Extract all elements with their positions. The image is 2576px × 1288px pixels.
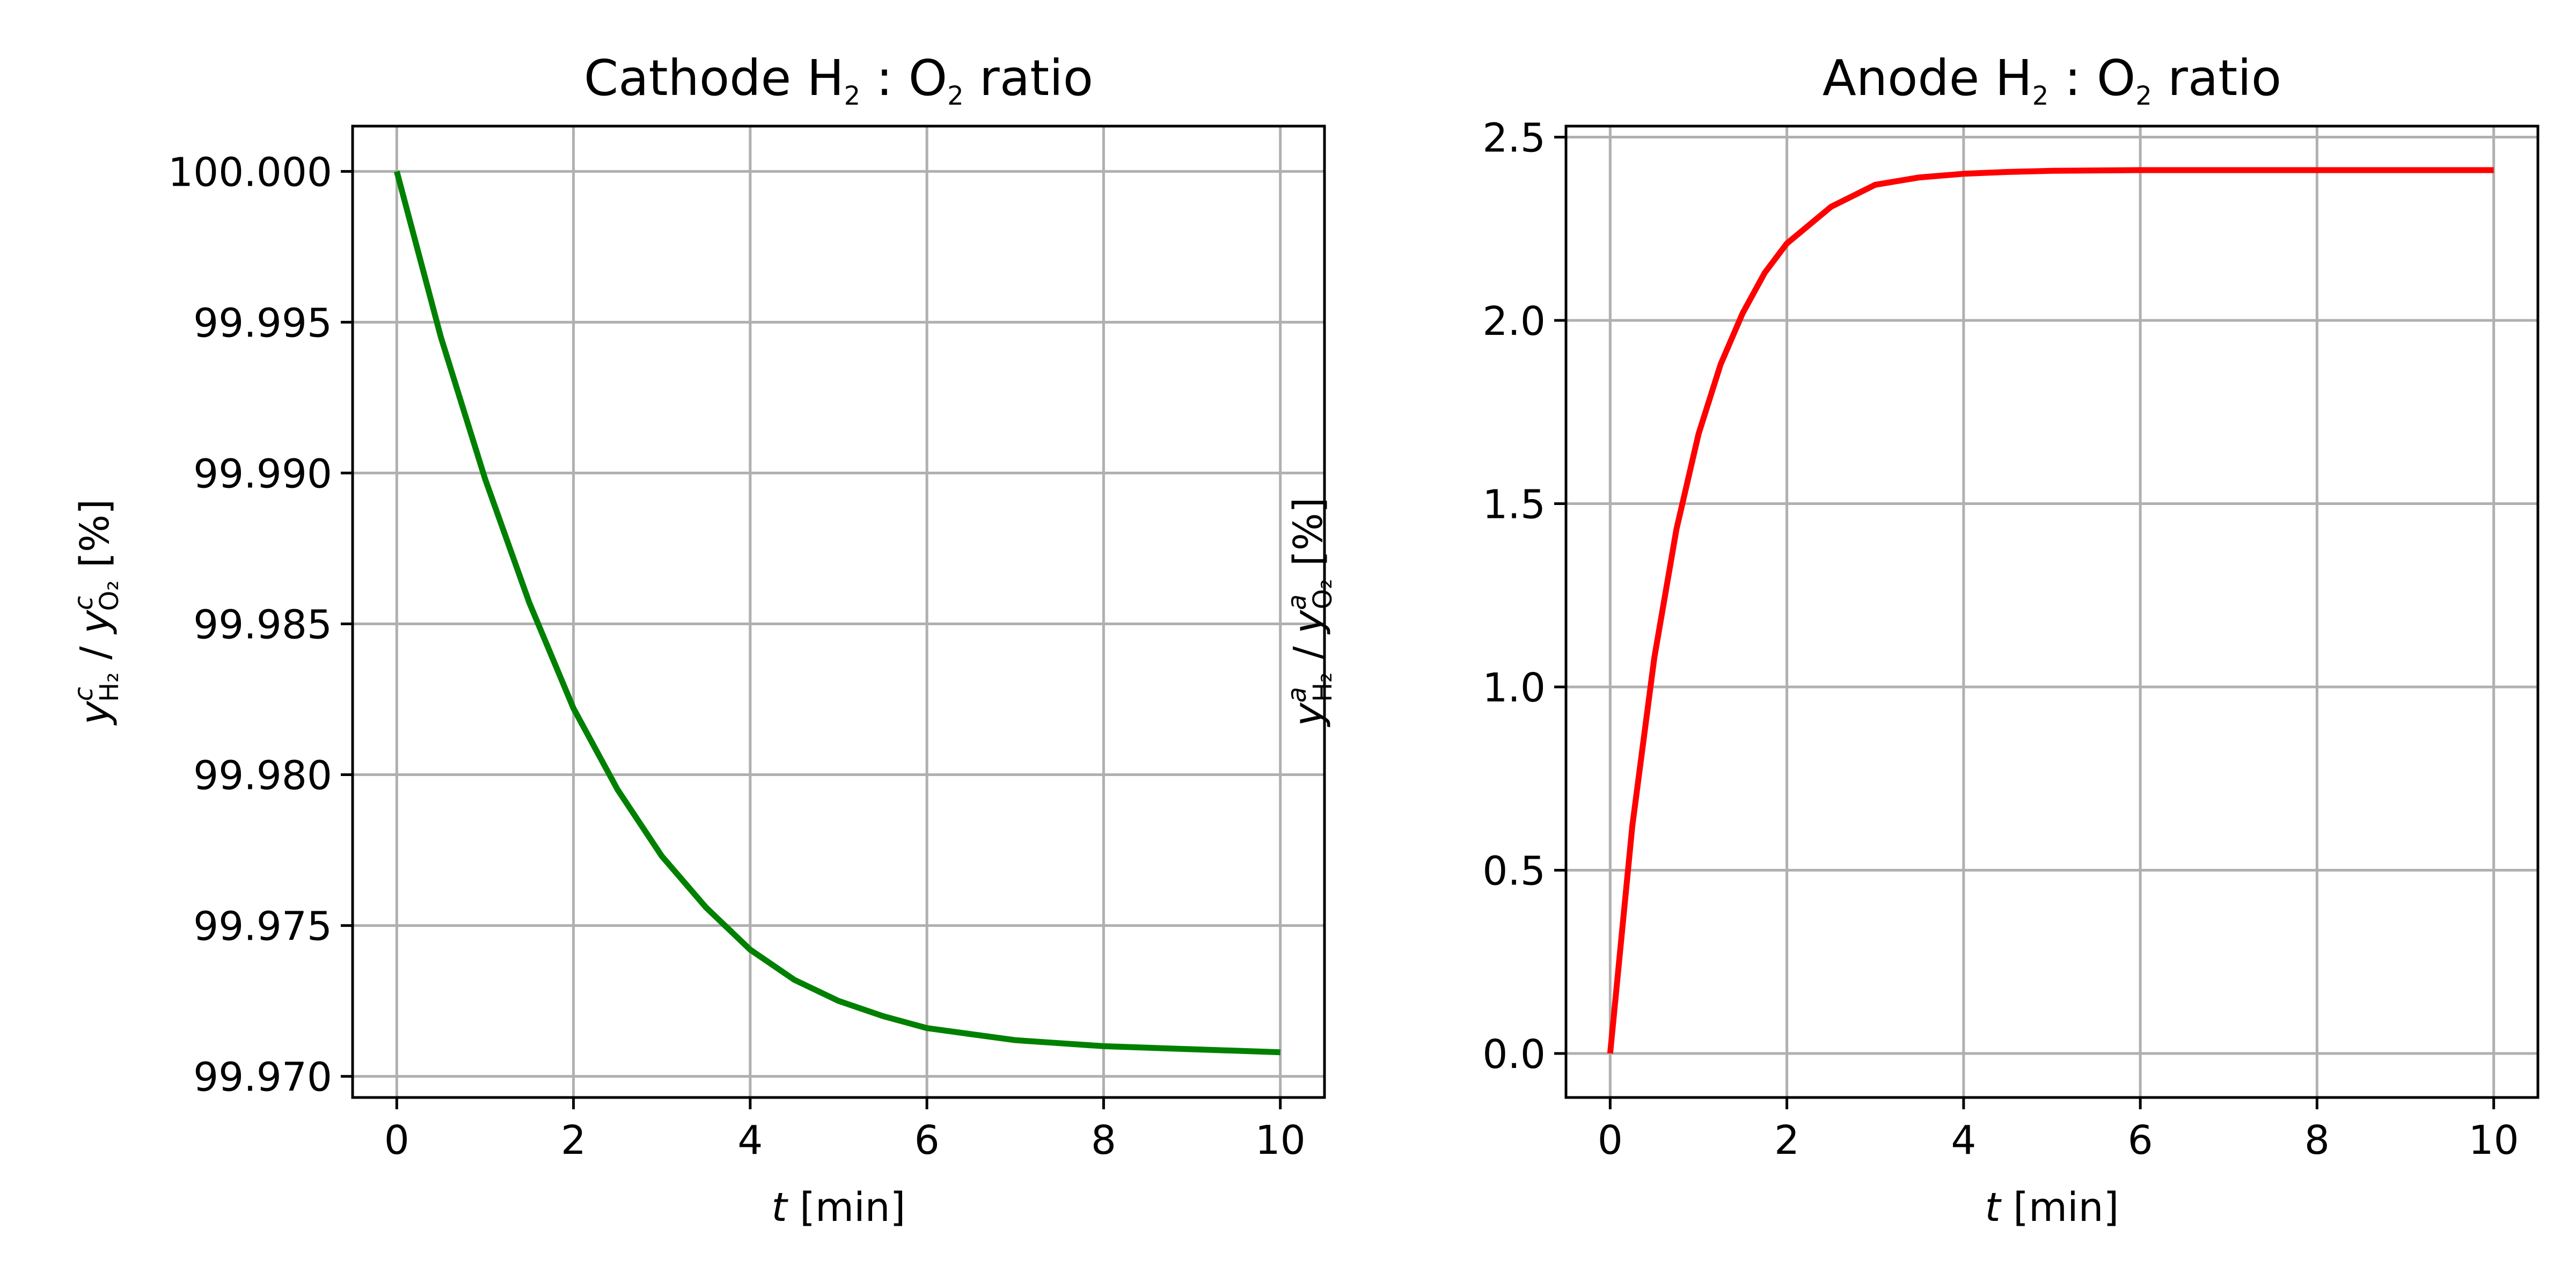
y-tick-label: 1.0 (1482, 665, 1546, 711)
plot-frame (1564, 125, 2540, 1099)
y-tick-label: 100.000 (168, 149, 332, 195)
y-tick-label: 99.995 (193, 300, 332, 346)
anode-ratio-chart: 0 2 4 6 8 10 0.0 0.5 1.0 1.5 2.0 2.5 Anode H2 : O2 r… (1282, 49, 2540, 1231)
x-tick-label: 2 (1774, 1117, 1799, 1163)
x-tick-label: 10 (2469, 1117, 2519, 1163)
x-axis-label: t [min] (1985, 1184, 2119, 1231)
y-tick-label: 0.5 (1482, 848, 1546, 895)
y-tick-label: 99.975 (193, 904, 332, 950)
cathode-ratio-chart: 0 2 4 6 8 10 99.970 99.975 99.980 99.985 99.990 99.… (69, 49, 1326, 1231)
chart-title: Anode H2 : O2 ratio (1823, 49, 2281, 111)
x-tick-label: 8 (2304, 1117, 2330, 1163)
y-axis-label: yaH₂ / yaO₂ [%] (1282, 497, 1338, 727)
x-tick-label: 6 (914, 1117, 940, 1163)
series-line (393, 170, 1280, 1056)
y-tick-label: 2.5 (1482, 115, 1546, 161)
x-tick-label: 4 (1951, 1117, 1976, 1163)
x-axis-label: t [min] (772, 1184, 906, 1231)
x-tick-label: 4 (737, 1117, 763, 1163)
y-tick-label: 99.990 (193, 451, 332, 497)
chart-title: Cathode H2 : O2 ratio (584, 49, 1093, 111)
x-tick-label: 0 (384, 1117, 409, 1163)
y-tick-label: 99.980 (193, 753, 332, 799)
x-tick-label: 10 (1255, 1117, 1306, 1163)
x-tick-label: 0 (1598, 1117, 1623, 1163)
y-axis-label: ycH₂ / ycO₂ [%] (69, 499, 125, 726)
y-tick-label: 99.985 (193, 602, 332, 648)
x-tick-label: 2 (561, 1117, 586, 1163)
x-tick-label: 8 (1091, 1117, 1116, 1163)
y-tick-label: 99.970 (193, 1055, 332, 1101)
x-tick-label: 6 (2128, 1117, 2153, 1163)
y-tick-label: 1.5 (1482, 482, 1546, 528)
y-tick-label: 2.0 (1482, 298, 1546, 345)
plot-frame (351, 125, 1326, 1099)
series-line (1607, 167, 2494, 1054)
y-tick-label: 0.0 (1482, 1031, 1546, 1078)
